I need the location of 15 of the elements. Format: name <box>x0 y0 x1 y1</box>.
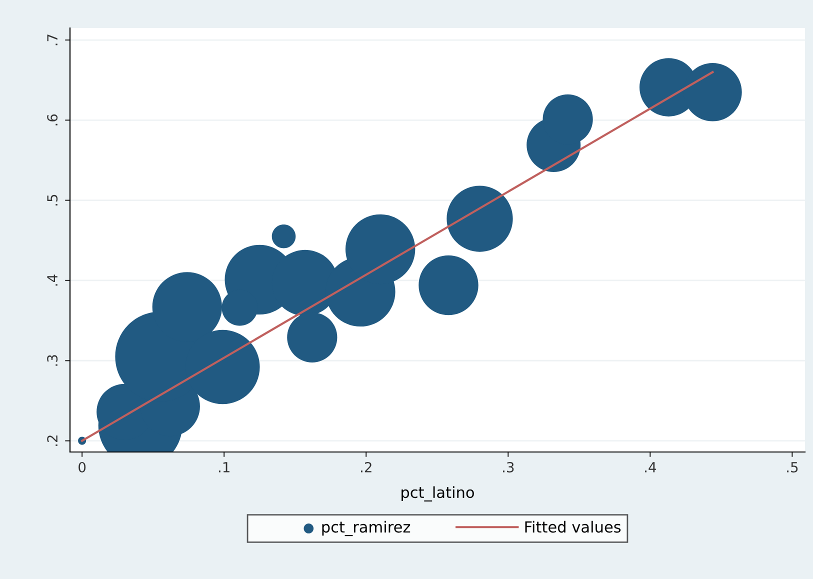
legend-label: Fitted values <box>525 520 621 533</box>
y-tick-label: .2 <box>47 436 58 446</box>
x-tick-label: .4 <box>645 462 656 472</box>
legend-label: pct_ramirez <box>322 520 410 536</box>
y-tick-label: .5 <box>47 194 58 206</box>
y-tick-label: .7 <box>47 34 58 46</box>
x-tick-label: 0 <box>78 462 86 472</box>
y-tick-label: .4 <box>47 274 58 286</box>
x-tick-label: .2 <box>360 462 372 472</box>
x-axis-title: pct_latino <box>402 486 474 502</box>
y-tick-label: .6 <box>47 114 58 126</box>
x-tick-label: .3 <box>503 462 514 472</box>
x-tick-label: .1 <box>218 462 230 472</box>
y-tick-label: .3 <box>47 355 58 366</box>
x-tick-label: .5 <box>787 462 798 472</box>
